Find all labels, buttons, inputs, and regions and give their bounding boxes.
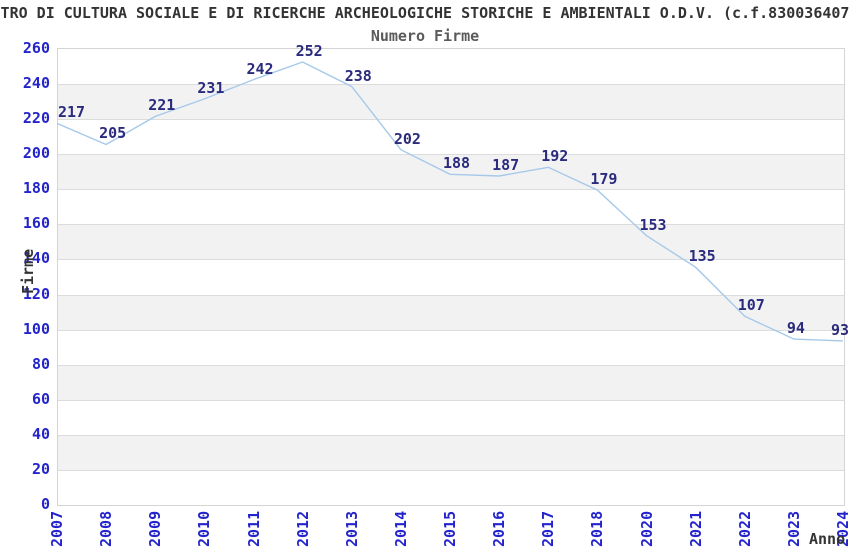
plot-band	[58, 469, 844, 505]
data-point-label: 188	[443, 154, 471, 173]
data-point-label: 205	[99, 124, 127, 143]
y-axis-tick-label: 140	[22, 249, 50, 268]
x-axis-tick-label: 2016	[490, 510, 509, 547]
data-point-label: 202	[393, 129, 421, 148]
data-point-label: 107	[737, 296, 765, 315]
data-point-label: 217	[58, 103, 86, 122]
chart-subtitle: Numero Firme	[370, 27, 480, 45]
data-point-label: 242	[246, 59, 274, 78]
y-axis-tick-label: 100	[22, 319, 50, 338]
x-axis-tick-label: 2010	[195, 510, 214, 547]
y-axis-tick-label: 40	[31, 424, 50, 443]
gridline	[58, 189, 844, 191]
plot-band	[58, 259, 844, 295]
gridline	[58, 224, 844, 226]
y-axis-tick-label: 80	[31, 354, 50, 373]
data-point-label: 252	[295, 42, 323, 61]
chart-title: CENTRO DI CULTURA SOCIALE E DI RICERCHE …	[0, 4, 850, 22]
plot-band	[58, 189, 844, 225]
y-axis-tick-label: 20	[31, 459, 50, 478]
x-axis-tick-label: 2017	[539, 510, 558, 547]
x-axis-tick-label: 2014	[391, 510, 410, 547]
y-axis-tick-label: 180	[22, 179, 50, 198]
gridline	[58, 364, 844, 366]
data-point-label: 153	[639, 215, 667, 234]
gridline	[58, 469, 844, 471]
plot-band	[58, 364, 844, 400]
data-point-label: 221	[148, 96, 176, 115]
y-axis-tick-label: 0	[40, 495, 50, 513]
x-axis-tick-label: 2007	[48, 510, 66, 547]
data-point-label: 238	[344, 66, 372, 85]
gridline	[58, 294, 844, 296]
data-point-label: 192	[541, 147, 569, 166]
plot-band	[58, 49, 844, 85]
x-axis-tick-label: 2011	[244, 510, 263, 547]
y-axis-tick-label: 120	[22, 284, 50, 303]
gridline	[58, 84, 844, 86]
gridline	[58, 119, 844, 121]
plot-band	[58, 84, 844, 120]
y-axis-tick-label: 220	[22, 109, 50, 128]
x-axis-tick-label: 2015	[441, 510, 459, 547]
data-point-label: 135	[688, 247, 716, 266]
data-point-label: 179	[590, 170, 618, 189]
x-axis-tick-label: 2018	[588, 510, 607, 547]
data-point-label: 93	[831, 320, 850, 339]
x-axis-tick-label: 2012	[293, 510, 312, 547]
plot-band	[58, 294, 844, 330]
data-point-label: 94	[786, 319, 805, 338]
x-axis-title: Anno	[809, 530, 846, 548]
plot-band	[58, 329, 844, 365]
x-axis-tick-label: 2023	[784, 510, 803, 547]
y-axis-tick-label: 260	[22, 39, 50, 57]
gridline	[58, 434, 844, 436]
y-axis-tick-label: 60	[31, 389, 50, 408]
y-axis-title: Firme	[19, 248, 37, 294]
y-axis-tick-label: 160	[22, 214, 50, 233]
x-axis-tick-label: 2022	[735, 510, 754, 547]
y-axis-tick-label: 200	[22, 144, 50, 163]
x-axis-tick-label: 2009	[146, 510, 165, 547]
x-axis-tick-label: 2008	[97, 510, 116, 547]
plot-band	[58, 399, 844, 435]
x-axis-tick-label: 2020	[637, 510, 656, 547]
plot-band	[58, 224, 844, 260]
data-point-label: 231	[197, 78, 225, 97]
plot-band	[58, 434, 844, 470]
y-axis-tick-label: 240	[22, 74, 50, 93]
plot-area	[57, 48, 845, 506]
data-point-label: 187	[492, 156, 520, 175]
gridline	[58, 329, 844, 331]
gridline	[58, 399, 844, 401]
plot-band	[58, 119, 844, 155]
gridline	[58, 259, 844, 261]
x-axis-tick-label: 2021	[686, 510, 705, 547]
x-axis-tick-label: 2013	[342, 510, 361, 547]
